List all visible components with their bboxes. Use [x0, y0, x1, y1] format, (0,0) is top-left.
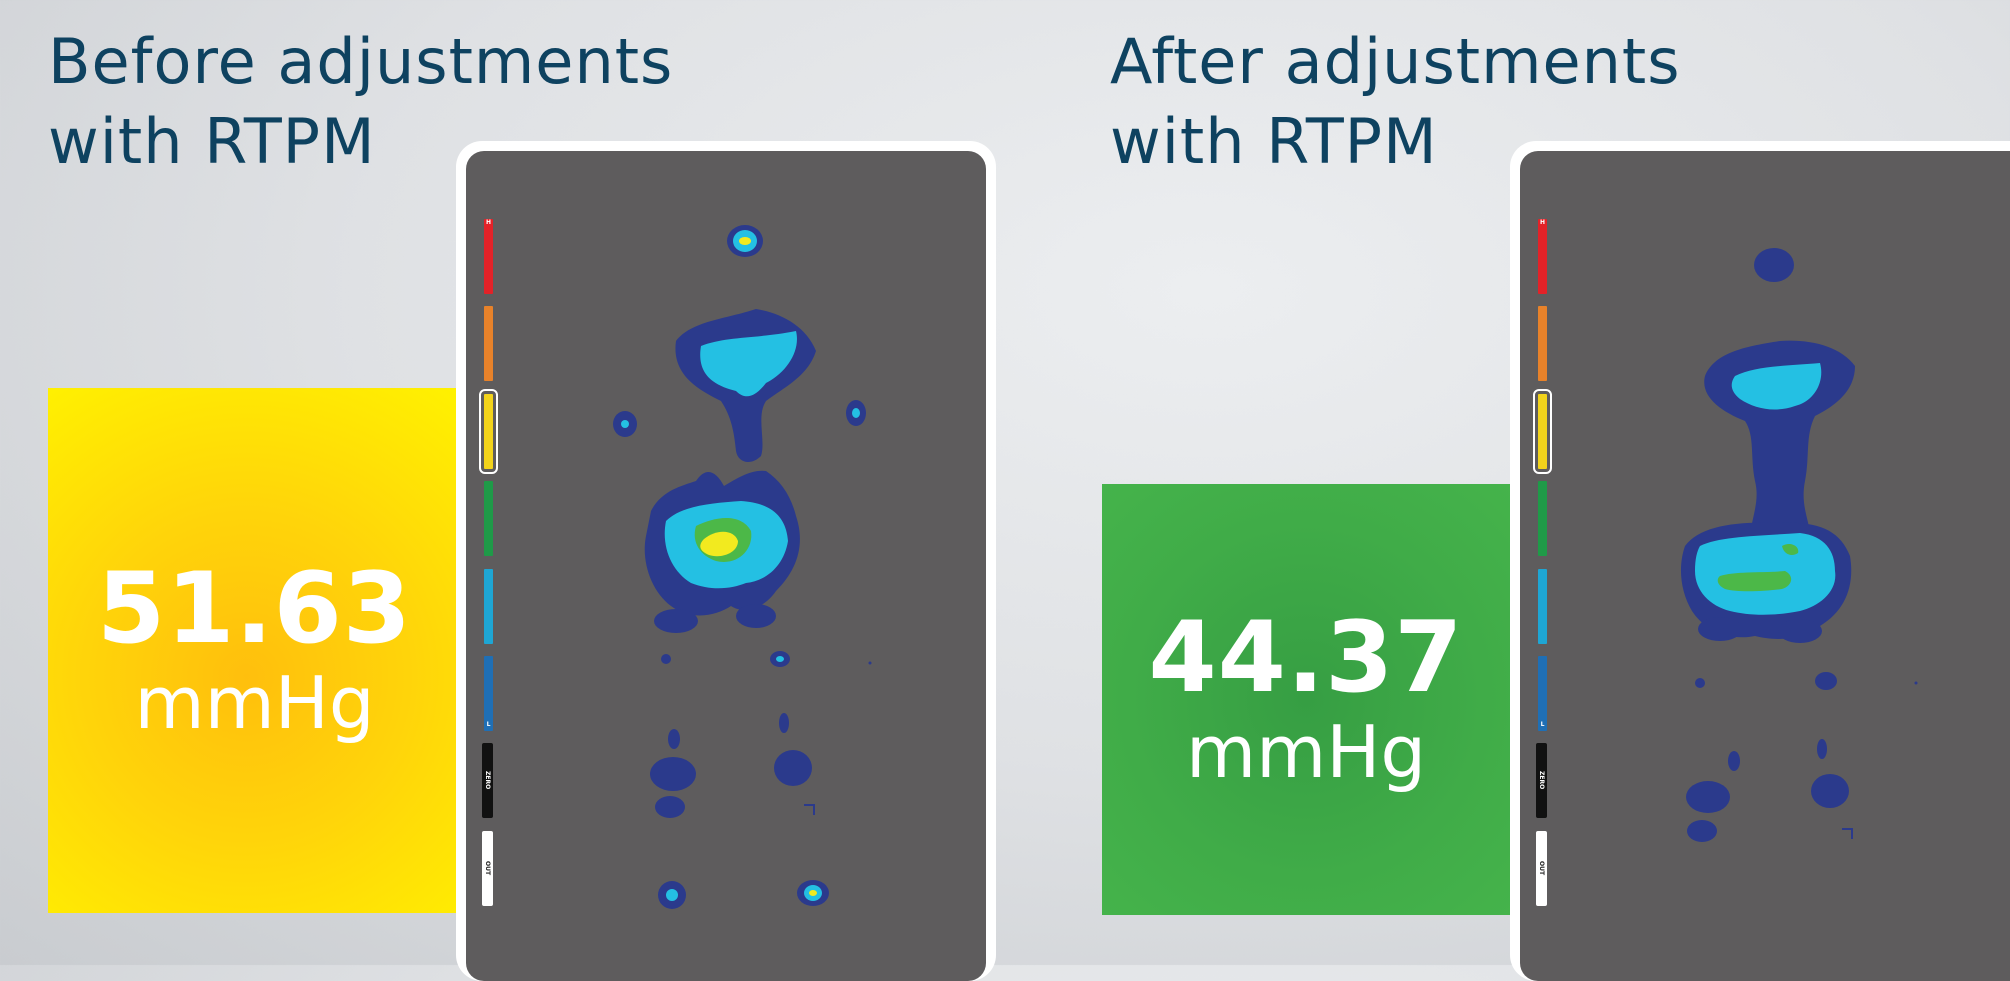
before-pressure-monitor: H L ZERO OUT	[456, 141, 996, 981]
scale-segment-red[interactable]	[484, 219, 493, 294]
pressure-zone-right-calf	[1811, 739, 1849, 808]
zero-button[interactable]: ZERO	[1536, 743, 1547, 818]
pressure-spot-right-hand	[770, 651, 790, 667]
scale-high-marker: H	[485, 219, 492, 226]
before-pressure-map	[613, 225, 872, 909]
out-button[interactable]: OUT	[1536, 831, 1547, 906]
pressure-zone-left-calf	[650, 729, 696, 818]
pressure-spot-right-hand	[1815, 672, 1837, 690]
after-heading-line1: After adjustments	[1110, 25, 1681, 98]
pressure-zone-hips	[644, 470, 800, 633]
pressure-spot-right-hip-low	[1778, 619, 1822, 643]
pressure-spot-stray	[1914, 681, 1918, 685]
pressure-spot-corner-mark	[1842, 828, 1853, 839]
after-pressure-screen: H L ZERO OUT	[1520, 151, 2010, 981]
before-heading-line2: with RTPM	[48, 105, 376, 178]
pressure-zone-shoulders	[675, 309, 816, 463]
pressure-spot-head	[1754, 248, 1794, 282]
before-pressure-screen: H L ZERO OUT	[466, 151, 986, 981]
after-heading-line2: with RTPM	[1110, 105, 1438, 178]
scale-segment-cyan[interactable]	[1538, 569, 1547, 644]
scale-segment-cyan[interactable]	[484, 569, 493, 644]
pressure-spot-left-hip-low	[654, 609, 698, 633]
pressure-zone-hips	[1680, 522, 1852, 643]
pressure-zone-left-calf	[1686, 751, 1740, 842]
scale-segment-yellow[interactable]	[479, 389, 498, 474]
pressure-zone-shoulders	[1704, 340, 1855, 536]
pressure-spot-head	[727, 225, 763, 257]
pressure-spot-right-elbow	[846, 400, 866, 426]
before-heading: Before adjustments with RTPM	[48, 22, 673, 182]
scale-segment-orange[interactable]	[1538, 306, 1547, 381]
out-button[interactable]: OUT	[482, 831, 493, 906]
scale-segment-blue[interactable]	[484, 656, 493, 731]
zero-button[interactable]: ZERO	[482, 743, 493, 818]
before-pressure-value: 51.63	[97, 552, 412, 666]
scale-low-marker: L	[1540, 721, 1545, 728]
after-pressure-reading: 44.37 mmHg	[1102, 484, 1510, 915]
scale-high-marker: H	[1539, 219, 1546, 226]
scale-segment-green[interactable]	[484, 481, 493, 556]
before-pressure-reading: 51.63 mmHg	[48, 388, 461, 913]
scale-low-marker: L	[486, 721, 491, 728]
after-pressure-scale: H L ZERO OUT	[1520, 151, 1580, 981]
pressure-spot-left-hand	[1695, 678, 1705, 688]
pressure-zone-right-calf	[774, 713, 812, 786]
before-pressure-scale: H L ZERO OUT	[466, 151, 526, 981]
pressure-spot-right-hip-low	[736, 604, 776, 628]
scale-segment-yellow[interactable]	[1533, 389, 1552, 474]
before-heading-line1: Before adjustments	[48, 25, 674, 98]
pressure-spot-right-heel	[797, 880, 829, 906]
scale-segment-green[interactable]	[1538, 481, 1547, 556]
pressure-spot-left-heel	[658, 881, 686, 909]
after-heading: After adjustments with RTPM	[1110, 22, 1681, 182]
before-pressure-unit: mmHg	[134, 661, 375, 745]
pressure-spot-corner-mark	[804, 804, 815, 815]
after-pressure-value: 44.37	[1148, 601, 1464, 715]
after-pressure-map	[1680, 248, 1918, 842]
pressure-spot-stray	[868, 661, 872, 665]
scale-segment-orange[interactable]	[484, 306, 493, 381]
pressure-spot-left-hip-low	[1698, 617, 1742, 641]
after-pressure-monitor: H L ZERO OUT	[1510, 141, 2010, 981]
scale-segment-blue[interactable]	[1538, 656, 1547, 731]
scale-segment-red[interactable]	[1538, 219, 1547, 294]
after-pressure-unit: mmHg	[1185, 710, 1427, 794]
pressure-spot-left-hand	[661, 654, 671, 664]
pressure-spot-left-elbow	[613, 411, 637, 437]
